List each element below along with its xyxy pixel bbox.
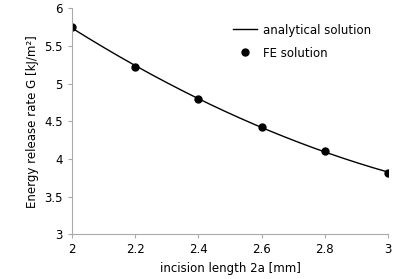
Line: analytical solution: analytical solution: [72, 28, 388, 172]
FE solution: [133, 66, 138, 69]
analytical solution: [257, 125, 262, 128]
analytical solution: [70, 27, 74, 30]
analytical solution: [258, 125, 262, 129]
FE solution: [70, 26, 74, 29]
FE solution: [322, 150, 327, 153]
analytical solution: [336, 155, 341, 158]
analytical solution: [263, 128, 268, 131]
analytical solution: [71, 27, 76, 30]
analytical solution: [356, 162, 361, 165]
Y-axis label: Energy release rate G [kJ/m²]: Energy release rate G [kJ/m²]: [26, 35, 39, 208]
FE solution: [386, 171, 390, 174]
X-axis label: incision length 2a [mm]: incision length 2a [mm]: [160, 262, 300, 275]
Legend: analytical solution, FE solution: analytical solution, FE solution: [229, 19, 376, 65]
Line: FE solution: FE solution: [68, 24, 392, 176]
analytical solution: [386, 170, 390, 174]
FE solution: [259, 125, 264, 128]
FE solution: [196, 97, 201, 100]
